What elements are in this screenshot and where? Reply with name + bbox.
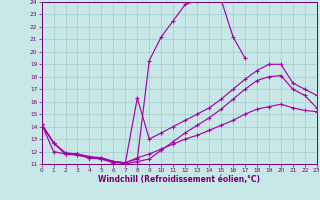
X-axis label: Windchill (Refroidissement éolien,°C): Windchill (Refroidissement éolien,°C): [98, 175, 260, 184]
